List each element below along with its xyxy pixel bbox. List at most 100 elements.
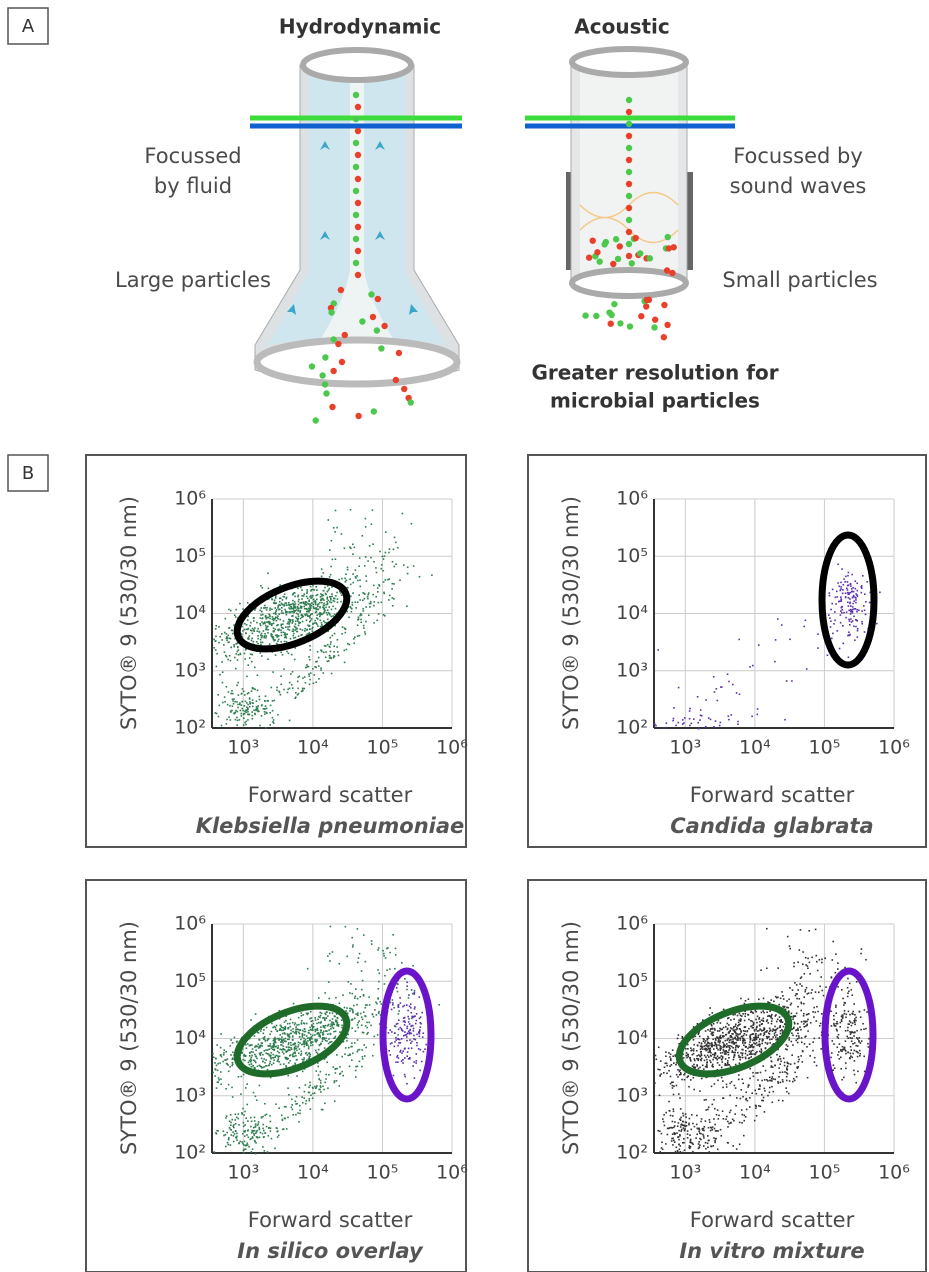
scatter-dot (237, 682, 239, 684)
scatter-dot (814, 1057, 816, 1059)
scatter-dot (674, 1141, 676, 1143)
scatter-dot (705, 699, 707, 701)
scatter-dot (849, 983, 851, 985)
scatter-dot (853, 616, 855, 618)
scatter-dot (274, 639, 276, 641)
scatter-dot (816, 955, 818, 957)
scatter-dot (315, 1050, 317, 1052)
scatter-dot (661, 1142, 663, 1144)
scatter-dot (323, 607, 325, 609)
scatter-dot (294, 626, 296, 628)
scatter-dot (312, 604, 314, 606)
scatter-dot (728, 1031, 730, 1033)
scatter-dot (266, 607, 268, 609)
scatter-dot (285, 1038, 287, 1040)
scatter-dot (347, 567, 349, 569)
x-tick-label: 10⁴ (739, 737, 771, 759)
scatter-dot (677, 1125, 679, 1127)
scatter-dot (257, 643, 259, 645)
scatter-dot (291, 606, 293, 608)
scatter-dot (312, 1044, 314, 1046)
scatter-dot (351, 1046, 353, 1048)
scatter-dot (357, 998, 359, 1000)
scatter-dot (699, 1147, 701, 1149)
scatter-dot (309, 632, 311, 634)
particle (371, 408, 377, 414)
scatter-dot (286, 602, 288, 604)
scatter-dot (320, 596, 322, 598)
scatter-dot (796, 998, 798, 1000)
scatter-dot (337, 651, 339, 653)
scatter-dot (291, 1099, 293, 1101)
scatter-dot (232, 1059, 234, 1061)
scatter-dot (708, 1140, 710, 1142)
scatter-dot (362, 1056, 364, 1058)
scatter-dot (345, 632, 347, 634)
scatter-dot (366, 580, 368, 582)
scatter-dot (744, 1016, 746, 1018)
scatter-dot (247, 664, 249, 666)
scatter-dot (849, 1037, 851, 1039)
scatter-dot (311, 589, 313, 591)
scatter-dot (292, 629, 294, 631)
scatter-dot (837, 630, 839, 632)
scatter-dot (855, 1017, 857, 1019)
scatter-dot (681, 1123, 683, 1125)
scatter-dot (264, 711, 266, 713)
scatter-dot (856, 583, 858, 585)
scatter-dot (227, 704, 229, 706)
scatter-dot (866, 1011, 868, 1013)
scatter-dot (310, 586, 312, 588)
scatter-dot (704, 1042, 706, 1044)
scatter-dot (298, 1121, 300, 1123)
scatter-dot (305, 682, 307, 684)
scatter-dot (707, 1109, 709, 1111)
scatter-dot (812, 1050, 814, 1052)
scatter-dot (740, 1052, 742, 1054)
scatter-dot (759, 1088, 761, 1090)
scatter-dot (337, 639, 339, 641)
scatter-dot (750, 1026, 752, 1028)
scatter-dot (263, 1038, 265, 1040)
scatter-dot (228, 1137, 230, 1139)
scatter-dot (690, 1140, 692, 1142)
scatter-dot (388, 599, 390, 601)
scatter-dot (275, 635, 277, 637)
scatter-dot (289, 720, 291, 722)
scatter-dot (400, 1002, 402, 1004)
scatter-dot (865, 1028, 867, 1030)
scatter-dot (389, 595, 391, 597)
particle (615, 256, 621, 262)
scatter-dot (749, 1097, 751, 1099)
scatter-dot (370, 1025, 372, 1027)
scatter-dot (328, 612, 330, 614)
scatter-dot (244, 711, 246, 713)
scatter-dot (329, 657, 331, 659)
scatter-dot (365, 621, 367, 623)
scatter-dot (255, 1123, 257, 1125)
scatter-dot (737, 721, 739, 723)
scatter-dot (416, 1042, 418, 1044)
scatter-dot (337, 602, 339, 604)
scatter-dot (848, 619, 850, 621)
scatter-dot (793, 1078, 795, 1080)
scatter-dot (241, 704, 243, 706)
scatter-dot (268, 1065, 270, 1067)
scatter-dot (310, 1011, 312, 1013)
scatter-dot (739, 1024, 741, 1026)
scatter-dot (859, 1050, 861, 1052)
scatter-dot (310, 1108, 312, 1110)
scatter-dot (220, 1054, 222, 1056)
scatter-dot (321, 622, 323, 624)
scatter-dot (245, 1117, 247, 1119)
scatter-dot (264, 633, 266, 635)
scatter-dot (295, 1022, 297, 1024)
scatter-dot (861, 610, 863, 612)
scatter-dot (855, 608, 857, 610)
scatter-dot (723, 1118, 725, 1120)
scatter-dot (389, 952, 391, 954)
scatter-dot (707, 1029, 709, 1031)
scatter-dot (362, 600, 364, 602)
scatter-dot (768, 1036, 770, 1038)
scatter-dot (228, 1084, 230, 1086)
